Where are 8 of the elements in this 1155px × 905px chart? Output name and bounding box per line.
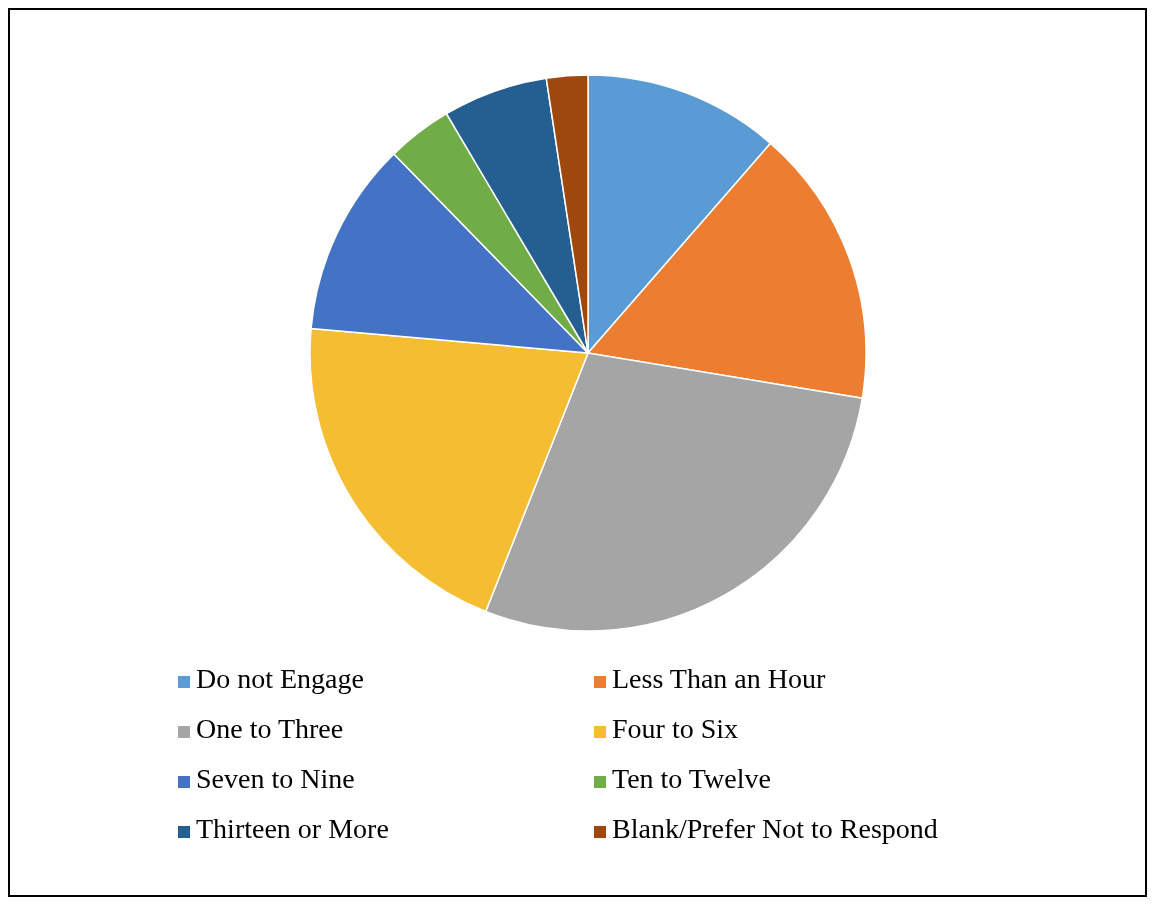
legend-label: Ten to Twelve	[612, 763, 771, 794]
legend-label: Seven to Nine	[196, 763, 355, 794]
legend-label: Four to Six	[612, 713, 739, 744]
legend-label: Less Than an Hour	[612, 663, 826, 694]
legend-label: One to Three	[196, 713, 344, 744]
legend-label: Thirteen or More	[196, 813, 389, 844]
legend-label: Do not Engage	[196, 663, 364, 694]
legend-label: Blank/Prefer Not to Respond	[612, 813, 938, 844]
